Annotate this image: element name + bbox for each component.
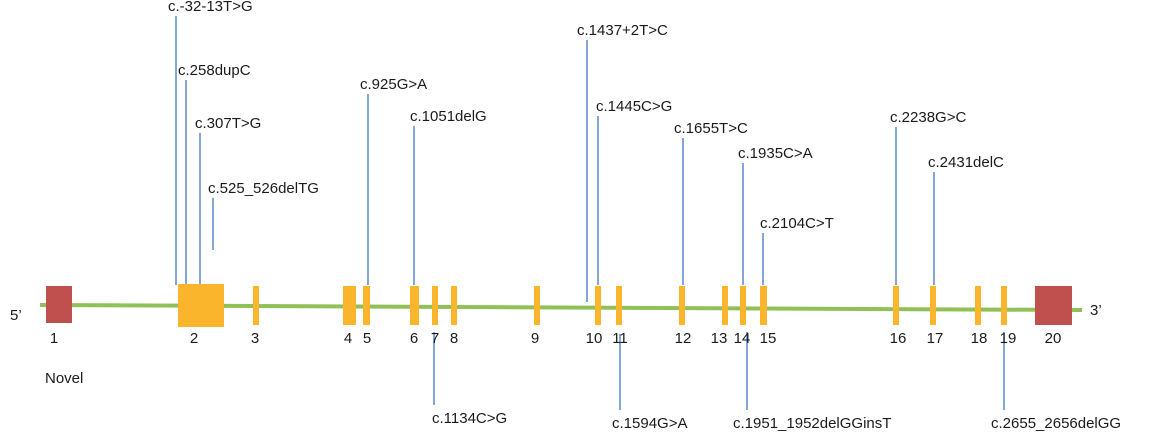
mutation-label-above-5: c.1051delG	[410, 108, 487, 125]
exon-7-label: 7	[431, 330, 439, 347]
mutation-label-above-2: c.307T>G	[195, 115, 261, 132]
exon-12-label: 12	[675, 330, 692, 347]
exon-4-label: 4	[344, 330, 352, 347]
exon-8-label: 8	[450, 330, 458, 347]
exon-1-label: 1	[50, 330, 58, 347]
exon-11-box	[616, 286, 622, 325]
five-prime-label: 5’	[10, 307, 22, 324]
exon-14-label: 14	[734, 330, 751, 347]
exon-15-label: 15	[760, 330, 777, 347]
mutation-label-below-0: c.1134C>G	[432, 410, 507, 427]
exon-16-label: 16	[890, 330, 907, 347]
mutation-label-above-7: c.1445C>G	[596, 98, 672, 115]
exon-10-label: 10	[586, 330, 603, 347]
exon-19-box	[1001, 286, 1007, 325]
mutation-label-above-8: c.1655T>C	[674, 120, 748, 137]
exon-6-label: 6	[410, 330, 418, 347]
mutation-label-above-6: c.1437+2T>C	[577, 22, 668, 39]
exon-6-box	[410, 286, 419, 325]
mutation-label-above-0: c.-32-13T>G	[168, 0, 253, 15]
exon-15-box	[760, 286, 767, 325]
exon-5-label: 5	[363, 330, 371, 347]
exon-18-label: 18	[971, 330, 988, 347]
exon-18-box	[975, 286, 981, 325]
exon-1-box	[46, 286, 72, 323]
mutation-label-above-11: c.2238G>C	[890, 109, 966, 126]
exon-8-box	[451, 286, 457, 325]
exon-17-label: 17	[927, 330, 944, 347]
exon-3-box	[253, 286, 259, 325]
mutation-label-above-4: c.925G>A	[360, 76, 427, 93]
exon-10-box	[595, 286, 601, 325]
mutation-label-above-9: c.1935C>A	[738, 145, 813, 162]
exon-4-box	[343, 286, 356, 325]
mutation-label-above-1: c.258dupC	[178, 62, 251, 79]
exon-13-box	[722, 286, 728, 325]
exon-7-box	[432, 286, 438, 325]
mutation-label-above-12: c.2431delC	[928, 154, 1004, 171]
mutation-label-below-2: c.1951_1952delGGinsT	[733, 415, 891, 432]
labels-layer: 5’ 3’ Novel 1 2 3 4 5 6 7 8 9 10 11 12 13 14 15 16 17 18 1…	[10, 0, 1121, 432]
exon-20-label: 20	[1045, 330, 1062, 347]
novel-label: Novel	[45, 370, 83, 387]
exon-11-label: 11	[612, 330, 628, 347]
exon-12-box	[679, 286, 685, 325]
mutation-lines-layer	[175, 16, 1005, 410]
exon-13-label: 13	[711, 330, 728, 347]
mutation-label-below-1: c.1594G>A	[612, 415, 687, 432]
exon-5-box	[363, 286, 370, 325]
three-prime-label: 3’	[1090, 302, 1102, 319]
exon-2-label: 2	[190, 330, 198, 347]
exon-9-label: 9	[531, 330, 539, 347]
exon-20-box	[1035, 286, 1072, 325]
exon-17-box	[930, 286, 936, 325]
mutation-label-below-3: c.2655_2656delGG	[991, 415, 1121, 432]
exon-2-box	[178, 284, 224, 327]
mutation-label-above-10: c.2104C>T	[760, 215, 834, 232]
exon-19-label: 19	[1000, 330, 1017, 347]
exon-14-box	[740, 286, 746, 325]
exon-16-box	[893, 286, 899, 325]
exon-9-box	[534, 286, 540, 325]
exons-layer	[46, 284, 1072, 327]
exon-3-label: 3	[251, 330, 259, 347]
mutation-label-above-3: c.525_526delTG	[208, 180, 319, 197]
